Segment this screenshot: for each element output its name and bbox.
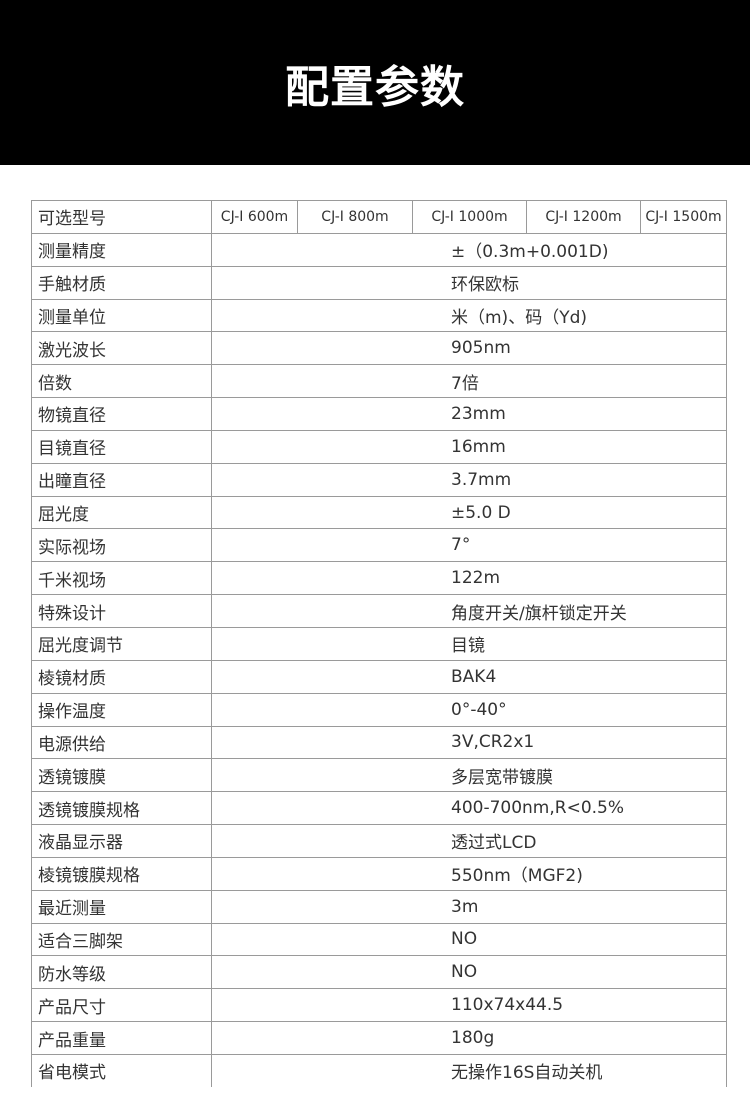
spec-row: 适合三脚架 NO <box>31 922 727 957</box>
spec-label: 透镜镀膜规格 <box>31 791 212 826</box>
spec-value: 无操作16S自动关机 <box>211 1053 727 1087</box>
spec-value: ±5.0 D <box>211 495 727 530</box>
spec-value: 23mm <box>211 397 727 431</box>
spec-value: 16mm <box>211 429 727 464</box>
spec-label: 棱镜镀膜规格 <box>31 856 212 891</box>
spec-row: 测量精度 ±（0.3m+0.001D) <box>31 232 727 267</box>
spec-value: 角度开关/旗杆锁定开关 <box>211 594 727 628</box>
spec-value: 目镜 <box>211 626 727 661</box>
spec-label: 特殊设计 <box>31 594 212 628</box>
spec-row: 产品尺寸 110x74x44.5 <box>31 988 727 1023</box>
spec-value: 3m <box>211 889 727 924</box>
spec-label: 适合三脚架 <box>31 922 212 957</box>
spec-row: 特殊设计 角度开关/旗杆锁定开关 <box>31 594 727 628</box>
model-cell: CJ-I 600m <box>211 200 298 234</box>
spec-row: 实际视场 7° <box>31 528 727 563</box>
spec-row: 液晶显示器 透过式LCD <box>31 824 727 858</box>
spec-row: 产品重量 180g <box>31 1021 727 1055</box>
spec-row: 屈光度调节 目镜 <box>31 626 727 661</box>
spec-value: 0°-40° <box>211 692 727 727</box>
spec-value: 122m <box>211 561 727 596</box>
spec-row: 棱镜材质 BAK4 <box>31 659 727 694</box>
spec-row: 省电模式 无操作16S自动关机 <box>31 1053 727 1087</box>
spec-table: 可选型号 CJ-I 600m CJ-I 800m CJ-I 1000m CJ-I… <box>31 200 727 1087</box>
spec-value: NO <box>211 955 727 990</box>
spec-row: 最近测量 3m <box>31 889 727 924</box>
spec-row: 透镜镀膜规格 400-700nm,R<0.5% <box>31 791 727 826</box>
model-label: 可选型号 <box>31 200 212 234</box>
model-cell: CJ-I 1200m <box>526 200 641 234</box>
spec-label: 测量精度 <box>31 232 212 267</box>
spec-value: NO <box>211 922 727 957</box>
spec-row: 防水等级 NO <box>31 955 727 990</box>
spec-value: 3.7mm <box>211 462 727 497</box>
spec-row: 屈光度 ±5.0 D <box>31 495 727 530</box>
model-row: 可选型号 CJ-I 600m CJ-I 800m CJ-I 1000m CJ-I… <box>31 200 727 234</box>
spec-row: 手触材质 环保欧标 <box>31 265 727 300</box>
spec-label: 产品尺寸 <box>31 988 212 1023</box>
spec-row: 棱镜镀膜规格 550nm（MGF2) <box>31 856 727 891</box>
header-banner: 配置参数 <box>0 0 750 165</box>
spec-value: 7° <box>211 528 727 563</box>
spec-label: 目镜直径 <box>31 429 212 464</box>
model-cell: CJ-I 1000m <box>412 200 527 234</box>
spec-label: 防水等级 <box>31 955 212 990</box>
spec-label: 液晶显示器 <box>31 824 212 858</box>
spec-label: 出瞳直径 <box>31 462 212 497</box>
spec-label: 屈光度 <box>31 495 212 530</box>
spec-label: 透镜镀膜 <box>31 758 212 793</box>
spec-label: 棱镜材质 <box>31 659 212 694</box>
spec-label: 产品重量 <box>31 1021 212 1055</box>
spec-label: 手触材质 <box>31 265 212 300</box>
spec-label: 测量单位 <box>31 298 212 333</box>
spec-value: 7倍 <box>211 364 727 399</box>
spec-label: 操作温度 <box>31 692 212 727</box>
spec-value: 400-700nm,R<0.5% <box>211 791 727 826</box>
spec-row: 目镜直径 16mm <box>31 429 727 464</box>
spec-label: 激光波长 <box>31 331 212 366</box>
spec-label: 电源供给 <box>31 725 212 760</box>
spec-row: 倍数 7倍 <box>31 364 727 399</box>
spec-label: 倍数 <box>31 364 212 399</box>
spec-label: 省电模式 <box>31 1053 212 1087</box>
spec-value: 透过式LCD <box>211 824 727 858</box>
spec-row: 激光波长 905nm <box>31 331 727 366</box>
spec-label: 屈光度调节 <box>31 626 212 661</box>
model-cell: CJ-I 800m <box>297 200 413 234</box>
spec-value: 米（m)、码（Yd) <box>211 298 727 333</box>
spec-row: 出瞳直径 3.7mm <box>31 462 727 497</box>
spec-value: 550nm（MGF2) <box>211 856 727 891</box>
spec-value: 180g <box>211 1021 727 1055</box>
spec-value: 多层宽带镀膜 <box>211 758 727 793</box>
spec-row: 物镜直径 23mm <box>31 397 727 431</box>
spec-row: 千米视场 122m <box>31 561 727 596</box>
spec-label: 实际视场 <box>31 528 212 563</box>
spec-value: BAK4 <box>211 659 727 694</box>
spec-label: 最近测量 <box>31 889 212 924</box>
spec-value: 环保欧标 <box>211 265 727 300</box>
spec-label: 物镜直径 <box>31 397 212 431</box>
spec-row: 操作温度 0°-40° <box>31 692 727 727</box>
spec-value: 110x74x44.5 <box>211 988 727 1023</box>
spec-label: 千米视场 <box>31 561 212 596</box>
spec-value: 905nm <box>211 331 727 366</box>
page-title: 配置参数 <box>285 61 465 113</box>
spec-row: 透镜镀膜 多层宽带镀膜 <box>31 758 727 793</box>
model-cell: CJ-I 1500m <box>640 200 727 234</box>
spec-row: 测量单位 米（m)、码（Yd) <box>31 298 727 333</box>
spec-row: 电源供给 3V,CR2x1 <box>31 725 727 760</box>
spec-value: 3V,CR2x1 <box>211 725 727 760</box>
spec-value: ±（0.3m+0.001D) <box>211 232 727 267</box>
